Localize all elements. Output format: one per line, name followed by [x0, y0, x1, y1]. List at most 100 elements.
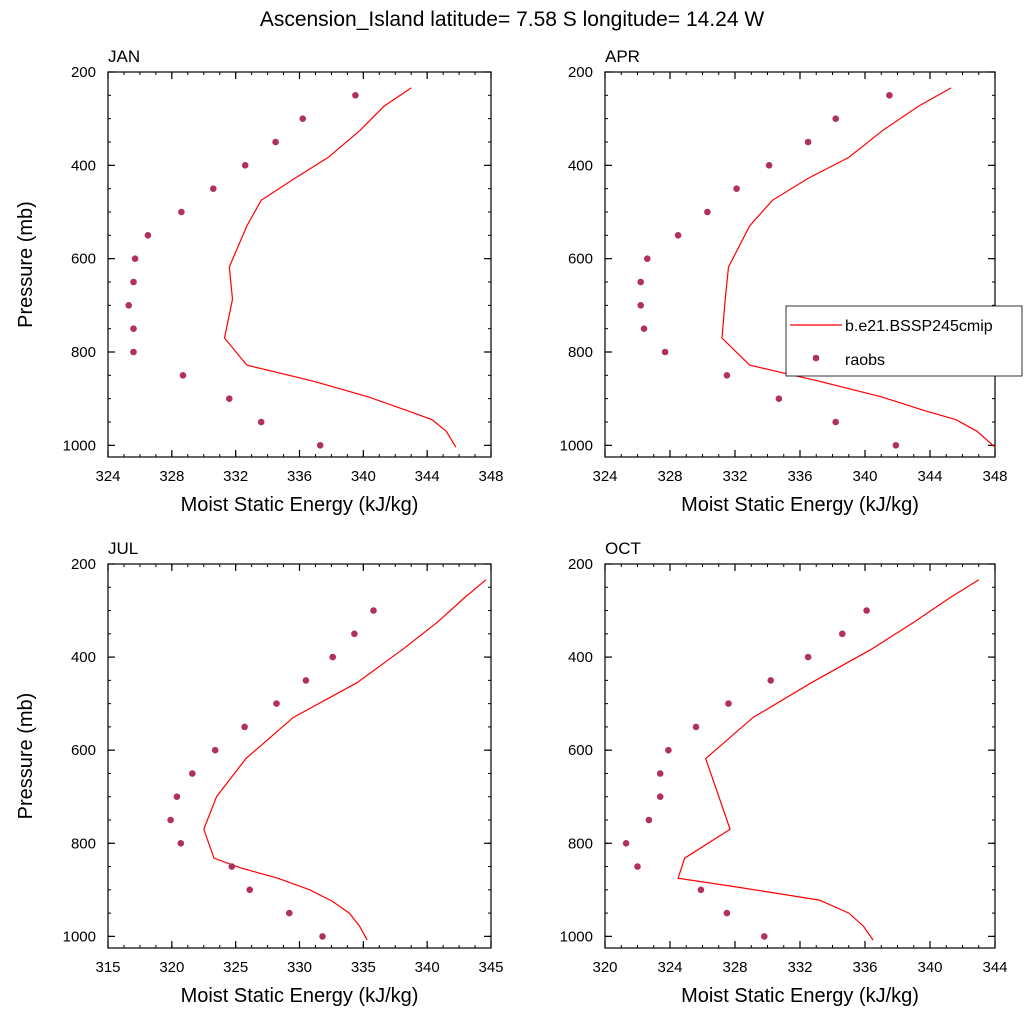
obs-point [241, 162, 249, 169]
x-tick-label: 332 [223, 468, 248, 485]
obs-point [257, 418, 265, 426]
main-title: Ascension_Island latitude= 7.58 S longit… [260, 8, 765, 31]
x-tick-label: 324 [592, 468, 617, 485]
panel-apr: APR 324 328 332 336 340 344 348 200 400 600 800 1000… [560, 47, 1023, 516]
x-axis-label: Moist Static Energy (kJ/kg) [181, 494, 419, 516]
x-tick-label: 315 [95, 959, 120, 976]
x-tick-label: 340 [852, 468, 877, 485]
y-tick-label: 200 [568, 64, 593, 81]
x-tick-label: 325 [223, 959, 248, 976]
y-tick-label: 1000 [560, 437, 593, 454]
x-tick-label: 328 [722, 959, 747, 976]
obs-point [697, 886, 705, 894]
y-tick-label: 600 [71, 742, 96, 759]
x-tick-label: 340 [415, 959, 440, 976]
x-tick-label: 344 [982, 959, 1007, 976]
legend-obs-swatch [812, 354, 820, 362]
obs-point [765, 162, 773, 169]
obs-point [329, 653, 337, 661]
obs-point [656, 770, 664, 777]
obs-point [211, 746, 219, 754]
obs-point [352, 92, 359, 99]
obs-point [637, 302, 644, 309]
x-tick-label: 332 [722, 468, 747, 485]
plot-frame [604, 563, 996, 949]
obs-point [661, 348, 669, 356]
obs-point [177, 840, 185, 847]
x-tick-label: 335 [351, 959, 376, 976]
obs-point [637, 278, 644, 286]
obs-point [210, 185, 217, 192]
obs-point [167, 816, 174, 824]
x-axis-label: Moist Static Energy (kJ/kg) [181, 985, 419, 1007]
plot-frame [107, 71, 492, 458]
obs-point [725, 700, 732, 707]
obs-point [692, 723, 700, 731]
obs-point [130, 325, 137, 333]
y-tick-label: 800 [71, 344, 96, 361]
obs-point [761, 933, 768, 940]
y-tick-label: 800 [568, 344, 593, 361]
legend-obs-label: raobs [845, 352, 885, 369]
obs-point [665, 746, 672, 754]
obs-point [189, 770, 196, 777]
x-tick-label: 340 [917, 959, 942, 976]
panels: JAN 324 328 332 336 340 344 348 200 400 600 800 1000… [15, 47, 1023, 1007]
y-tick-label: 1000 [63, 928, 96, 945]
model-line [203, 579, 487, 941]
obs-point [130, 278, 137, 286]
x-tick-label: 324 [95, 468, 120, 485]
panel-jul: JUL 315 320 325 330 335 340 345 200 400 600 800 1000… [15, 539, 504, 1007]
obs-point [286, 909, 293, 917]
y-tick-label: 600 [568, 251, 593, 268]
x-axis-label: Moist Static Energy (kJ/kg) [681, 985, 919, 1007]
y-axis-label: Pressure (mb) [15, 693, 37, 820]
obs-point [832, 418, 839, 426]
x-tick-label: 344 [415, 468, 440, 485]
obs-point [640, 325, 648, 333]
x-tick-label: 332 [787, 959, 812, 976]
model-line [677, 579, 980, 941]
obs-point [299, 115, 307, 122]
panel-jan: JAN 324 328 332 336 340 344 348 200 400 600 800 1000… [15, 47, 504, 516]
plot-frame [107, 563, 492, 949]
x-tick-label: 336 [852, 959, 877, 976]
obs-point [886, 92, 893, 99]
obs-point [892, 442, 900, 449]
obs-point [319, 933, 326, 940]
plot-frame [604, 71, 996, 458]
legend-box [785, 305, 1023, 377]
obs-point [302, 677, 310, 684]
y-tick-label: 400 [71, 157, 96, 174]
obs-point [273, 700, 280, 707]
obs-point [804, 653, 812, 661]
obs-point [272, 138, 279, 146]
y-tick-label: 400 [71, 649, 96, 666]
x-tick-label: 348 [478, 468, 503, 485]
x-tick-label: 320 [592, 959, 617, 976]
obs-point [370, 607, 377, 614]
obs-point [316, 442, 324, 449]
obs-point [775, 395, 783, 403]
x-tick-label: 340 [351, 468, 376, 485]
model-line [721, 87, 996, 448]
legend-model-label: b.e21.BSSP245cmip [845, 318, 993, 335]
obs-point [839, 630, 846, 638]
x-tick-label: 324 [657, 959, 682, 976]
y-tick-label: 400 [568, 649, 593, 666]
x-tick-label: 336 [287, 468, 312, 485]
y-axis-label: Pressure (mb) [15, 201, 37, 328]
obs-point [767, 677, 774, 684]
obs-point [723, 372, 731, 379]
obs-point [704, 208, 711, 216]
x-tick-label: 328 [159, 468, 184, 485]
model-line [223, 87, 457, 448]
obs-point [863, 607, 870, 614]
y-tick-label: 600 [568, 742, 593, 759]
obs-point [246, 886, 253, 894]
x-tick-label: 344 [917, 468, 942, 485]
obs-point [131, 255, 139, 262]
x-tick-label: 336 [787, 468, 812, 485]
y-tick-label: 200 [71, 556, 96, 573]
obs-point [144, 232, 152, 239]
